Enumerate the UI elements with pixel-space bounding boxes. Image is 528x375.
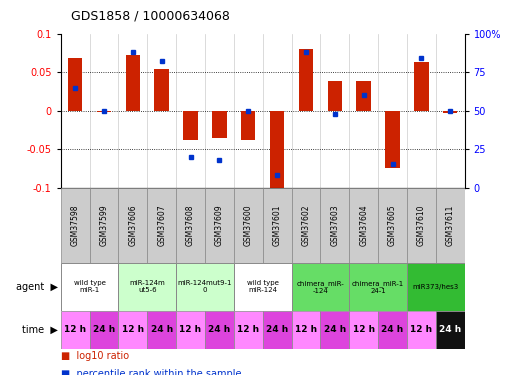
Text: GSM37599: GSM37599 — [99, 204, 108, 246]
Bar — [385, 111, 400, 168]
Text: GSM37600: GSM37600 — [244, 204, 253, 246]
Bar — [90, 188, 118, 262]
Bar — [291, 311, 320, 349]
Bar — [147, 188, 176, 262]
Bar — [97, 111, 111, 112]
Bar — [68, 58, 82, 111]
Bar — [320, 188, 349, 262]
Bar — [414, 62, 429, 111]
Text: GSM37610: GSM37610 — [417, 204, 426, 246]
Text: 12 h: 12 h — [410, 326, 432, 334]
Bar — [407, 262, 465, 311]
Text: GSM37606: GSM37606 — [128, 204, 137, 246]
Bar — [234, 188, 263, 262]
Text: GSM37603: GSM37603 — [331, 204, 340, 246]
Bar — [205, 311, 234, 349]
Text: GSM37607: GSM37607 — [157, 204, 166, 246]
Text: GSM37598: GSM37598 — [71, 204, 80, 246]
Text: GSM37602: GSM37602 — [301, 204, 310, 246]
Text: 12 h: 12 h — [295, 326, 317, 334]
Text: 24 h: 24 h — [266, 326, 288, 334]
Text: GSM37605: GSM37605 — [388, 204, 397, 246]
Text: chimera_miR-1
24-1: chimera_miR-1 24-1 — [352, 280, 404, 294]
Bar — [183, 111, 198, 140]
Bar — [378, 311, 407, 349]
Bar — [61, 262, 118, 311]
Text: time  ▶: time ▶ — [22, 325, 58, 335]
Bar — [356, 81, 371, 111]
Text: chimera_miR-
-124: chimera_miR- -124 — [297, 280, 344, 294]
Bar — [241, 111, 256, 140]
Text: miR373/hes3: miR373/hes3 — [413, 284, 459, 290]
Bar — [443, 111, 457, 113]
Bar — [349, 262, 407, 311]
Text: miR-124mut9-1
0: miR-124mut9-1 0 — [178, 280, 232, 293]
Text: GSM37609: GSM37609 — [215, 204, 224, 246]
Text: GSM37608: GSM37608 — [186, 204, 195, 246]
Bar — [262, 311, 291, 349]
Text: 24 h: 24 h — [381, 326, 403, 334]
Text: ■  log10 ratio: ■ log10 ratio — [61, 351, 129, 361]
Text: wild type
miR-124: wild type miR-124 — [247, 280, 279, 293]
Bar — [234, 311, 263, 349]
Text: 12 h: 12 h — [64, 326, 86, 334]
Bar — [176, 188, 205, 262]
Bar — [299, 49, 313, 111]
Bar — [270, 111, 284, 191]
Bar — [436, 188, 465, 262]
Bar — [90, 311, 118, 349]
Bar — [291, 262, 349, 311]
Text: 12 h: 12 h — [180, 326, 202, 334]
Bar — [61, 311, 90, 349]
Text: 24 h: 24 h — [93, 326, 115, 334]
Text: GSM37601: GSM37601 — [272, 204, 281, 246]
Bar — [205, 188, 234, 262]
Text: GSM37611: GSM37611 — [446, 204, 455, 246]
Bar — [327, 81, 342, 111]
Bar — [349, 188, 378, 262]
Text: agent  ▶: agent ▶ — [16, 282, 58, 292]
Text: 12 h: 12 h — [353, 326, 375, 334]
Text: wild type
miR-1: wild type miR-1 — [73, 280, 106, 293]
Bar — [407, 188, 436, 262]
Text: GDS1858 / 10000634068: GDS1858 / 10000634068 — [71, 9, 230, 22]
Text: 24 h: 24 h — [208, 326, 231, 334]
Bar — [155, 69, 169, 111]
Text: GSM37604: GSM37604 — [359, 204, 368, 246]
Bar — [118, 188, 147, 262]
Bar — [61, 188, 90, 262]
Bar — [407, 311, 436, 349]
Bar — [262, 188, 291, 262]
Bar — [436, 311, 465, 349]
Text: 24 h: 24 h — [439, 326, 461, 334]
Bar — [378, 188, 407, 262]
Bar — [176, 311, 205, 349]
Bar — [291, 188, 320, 262]
Bar — [118, 311, 147, 349]
Bar — [176, 262, 234, 311]
Bar — [147, 311, 176, 349]
Bar — [126, 55, 140, 111]
Text: miR-124m
ut5-6: miR-124m ut5-6 — [129, 280, 165, 293]
Text: 12 h: 12 h — [237, 326, 259, 334]
Bar — [320, 311, 349, 349]
Text: 12 h: 12 h — [122, 326, 144, 334]
Text: ■  percentile rank within the sample: ■ percentile rank within the sample — [61, 369, 241, 375]
Text: 24 h: 24 h — [324, 326, 346, 334]
Bar — [349, 311, 378, 349]
Bar — [212, 111, 227, 138]
Text: 24 h: 24 h — [150, 326, 173, 334]
Bar — [234, 262, 291, 311]
Bar — [118, 262, 176, 311]
